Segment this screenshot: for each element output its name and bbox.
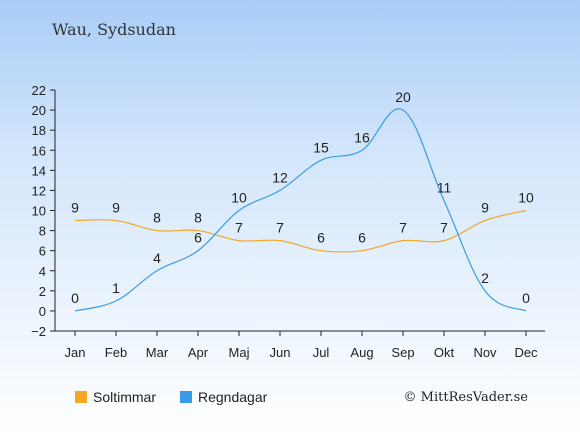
series-line-regndagar — [74, 108, 527, 312]
data-label-regndagar-Feb: 1 — [112, 280, 120, 296]
data-label-soltimmar-Jul: 6 — [317, 230, 325, 246]
y-tick-label-16: 16 — [32, 143, 46, 158]
data-label-soltimmar-Sep: 7 — [399, 220, 407, 236]
data-label-regndagar-Maj: 10 — [231, 190, 247, 206]
data-label-soltimmar-Jan: 9 — [71, 200, 79, 216]
y-tick-label--2: −2 — [31, 324, 46, 339]
data-label-regndagar-Mar: 4 — [153, 250, 161, 266]
y-tick-label-22: 22 — [32, 83, 46, 98]
data-label-regndagar-Apr: 6 — [194, 230, 202, 246]
data-label-soltimmar-Jun: 7 — [276, 220, 284, 236]
data-label-soltimmar-Maj: 7 — [235, 220, 243, 236]
data-label-soltimmar-Nov: 9 — [481, 200, 489, 216]
y-tick-label-14: 14 — [32, 163, 46, 178]
y-tick-label-2: 2 — [39, 284, 46, 299]
x-tick-label-Dec: Dec — [514, 345, 538, 360]
x-tick-label-Aug: Aug — [350, 345, 373, 360]
legend-label-regndagar: Regndagar — [198, 389, 268, 405]
legend-item-regndagar: Regndagar — [180, 389, 267, 405]
y-tick-label-8: 8 — [39, 224, 46, 239]
legend-swatch-regndagar — [180, 391, 192, 403]
y-tick-label-20: 20 — [32, 103, 46, 118]
data-label-soltimmar-Mar: 8 — [153, 210, 161, 226]
x-tick-label-Maj: Maj — [229, 345, 250, 360]
data-label-regndagar-Nov: 2 — [481, 270, 489, 286]
legend-label-soltimmar: Soltimmar — [93, 389, 157, 405]
data-label-soltimmar-Okt: 7 — [440, 220, 448, 236]
legend-item-soltimmar: Soltimmar — [75, 389, 156, 405]
x-tick-label-Feb: Feb — [105, 345, 127, 360]
data-label-regndagar-Jan: 0 — [71, 290, 79, 306]
data-label-regndagar-Jul: 15 — [313, 139, 329, 155]
x-tick-label-Jan: Jan — [65, 345, 86, 360]
data-label-regndagar-Sep: 20 — [395, 89, 411, 105]
y-tick-label-0: 0 — [39, 304, 46, 319]
x-tick-label-Nov: Nov — [473, 345, 497, 360]
data-label-soltimmar-Apr: 8 — [194, 210, 202, 226]
x-tick-label-Sep: Sep — [391, 345, 414, 360]
chart-title: Wau, Sydsudan — [52, 20, 176, 39]
series-line-soltimmar — [74, 209, 527, 253]
copyright-text: © MittResVader.se — [403, 390, 528, 405]
y-tick-label-12: 12 — [32, 183, 46, 198]
x-tick-label-Okt: Okt — [434, 345, 455, 360]
y-tick-label-10: 10 — [32, 204, 46, 219]
data-label-soltimmar-Aug: 6 — [358, 230, 366, 246]
data-label-regndagar-Okt: 11 — [437, 179, 452, 195]
y-tick-label-18: 18 — [32, 123, 46, 138]
data-label-regndagar-Jun: 12 — [272, 169, 288, 185]
data-label-soltimmar-Feb: 9 — [112, 200, 120, 216]
x-tick-label-Jun: Jun — [270, 345, 291, 360]
data-label-regndagar-Aug: 16 — [354, 129, 370, 145]
data-label-regndagar-Dec: 0 — [522, 290, 530, 306]
x-tick-label-Mar: Mar — [146, 345, 169, 360]
y-tick-label-4: 4 — [39, 264, 46, 279]
x-tick-label-Jul: Jul — [313, 345, 330, 360]
x-tick-label-Apr: Apr — [188, 345, 209, 360]
legend-swatch-soltimmar — [75, 391, 87, 403]
data-label-soltimmar-Dec: 10 — [518, 190, 534, 206]
y-tick-label-6: 6 — [39, 244, 46, 259]
